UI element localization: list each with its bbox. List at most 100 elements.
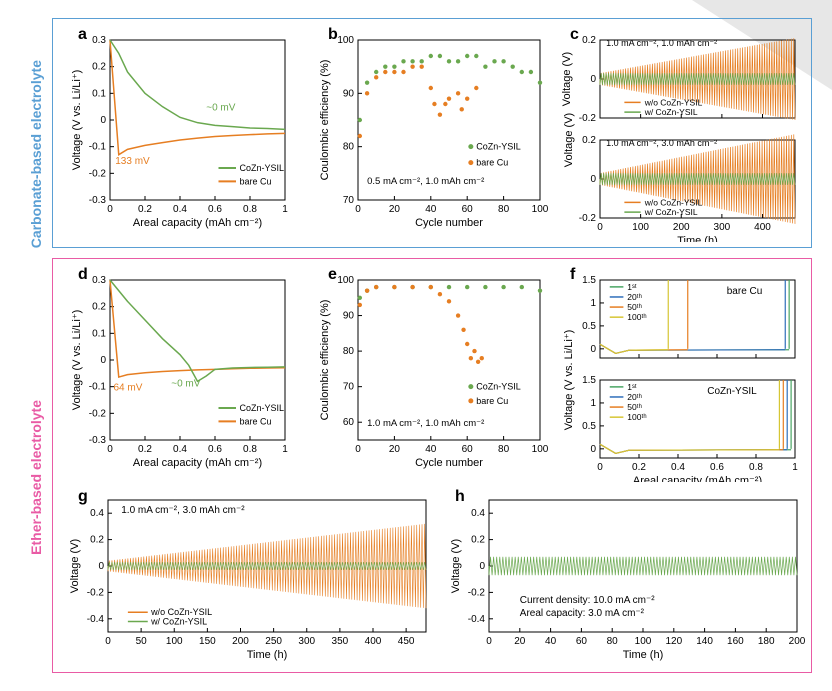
svg-text:200: 200 [673, 222, 690, 233]
svg-text:0: 0 [107, 444, 113, 455]
svg-text:300: 300 [714, 222, 731, 233]
svg-text:100: 100 [532, 444, 549, 455]
svg-text:0: 0 [100, 355, 106, 366]
panel-label-c: c [570, 26, 579, 44]
svg-text:100: 100 [337, 35, 354, 46]
chart-d-svg: 00.20.40.60.81-0.3-0.2-0.100.10.20.3Area… [60, 262, 300, 482]
svg-text:1: 1 [282, 204, 288, 215]
svg-text:Voltage (V): Voltage (V) [450, 539, 462, 593]
svg-text:w/ CoZn-YSIL: w/ CoZn-YSIL [644, 107, 698, 117]
svg-text:100: 100 [635, 636, 652, 647]
svg-text:0.4: 0.4 [471, 508, 485, 519]
chart-g: g 050100150200250300350400450-0.4-0.200.… [60, 486, 440, 670]
svg-text:0: 0 [597, 222, 603, 233]
svg-text:90: 90 [343, 88, 355, 99]
svg-text:40: 40 [425, 444, 437, 455]
svg-text:0: 0 [105, 636, 111, 647]
svg-text:Areal capacity (mAh cm⁻²): Areal capacity (mAh cm⁻²) [133, 457, 262, 469]
svg-text:-0.2: -0.2 [89, 168, 107, 179]
svg-text:100: 100 [166, 636, 183, 647]
svg-text:CoZn-YSIL: CoZn-YSIL [476, 142, 521, 152]
svg-text:400: 400 [365, 636, 382, 647]
panel-label-e: e [328, 266, 337, 284]
svg-text:-0.2: -0.2 [89, 408, 107, 419]
svg-text:0.6: 0.6 [208, 444, 222, 455]
svg-text:w/ CoZn-YSIL: w/ CoZn-YSIL [150, 616, 207, 626]
svg-text:20: 20 [389, 204, 401, 215]
svg-text:0: 0 [590, 174, 596, 185]
panel-label-f: f [570, 266, 575, 284]
panel-label-a: a [78, 26, 87, 44]
svg-text:20ᵗʰ: 20ᵗʰ [627, 292, 642, 302]
svg-text:0: 0 [355, 444, 361, 455]
svg-text:0: 0 [590, 344, 596, 355]
svg-text:-0.3: -0.3 [89, 195, 107, 206]
svg-text:~0 mV: ~0 mV [206, 103, 236, 114]
svg-text:1: 1 [590, 298, 596, 309]
svg-text:0.3: 0.3 [92, 275, 106, 286]
svg-text:1: 1 [792, 462, 798, 473]
svg-text:1.0 mA cm⁻², 1.0 mAh cm⁻²: 1.0 mA cm⁻², 1.0 mAh cm⁻² [606, 38, 717, 48]
svg-text:CoZn-YSIL: CoZn-YSIL [707, 386, 757, 397]
svg-text:100ᵗʰ: 100ᵗʰ [627, 412, 646, 422]
svg-text:0: 0 [590, 444, 596, 455]
svg-text:0.4: 0.4 [173, 204, 187, 215]
svg-text:180: 180 [758, 636, 775, 647]
svg-text:-0.1: -0.1 [89, 382, 107, 393]
svg-text:0: 0 [98, 561, 104, 572]
svg-text:Voltage (V vs. Li/Li⁺): Voltage (V vs. Li/Li⁺) [71, 70, 83, 171]
svg-text:0.2: 0.2 [582, 135, 596, 146]
svg-text:1.0 mA cm⁻², 3.0 mAh cm⁻²: 1.0 mA cm⁻², 3.0 mAh cm⁻² [121, 505, 245, 516]
svg-text:1ˢᵗ: 1ˢᵗ [627, 382, 637, 392]
svg-text:0.2: 0.2 [90, 535, 104, 546]
panel-label-h: h [455, 488, 465, 506]
chart-h: h 020406080100120140160180200-0.4-0.200.… [445, 486, 810, 670]
svg-text:Voltage (V vs. Li/Li⁺): Voltage (V vs. Li/Li⁺) [563, 330, 575, 431]
side-label-ether: Ether-based electrolyte [28, 400, 44, 555]
svg-text:20: 20 [514, 636, 526, 647]
svg-text:200: 200 [232, 636, 249, 647]
svg-text:bare Cu: bare Cu [240, 176, 272, 186]
svg-text:350: 350 [332, 636, 349, 647]
svg-text:100: 100 [532, 204, 549, 215]
chart-a-svg: 00.20.40.60.81-0.3-0.2-0.100.10.20.3Area… [60, 22, 300, 242]
chart-c-svg: -0.200.2Voltage (V)1.0 mA cm⁻², 1.0 mAh … [560, 22, 808, 242]
svg-text:100: 100 [632, 222, 649, 233]
svg-text:200: 200 [789, 636, 806, 647]
svg-text:100ᵗʰ: 100ᵗʰ [627, 312, 646, 322]
svg-text:0.4: 0.4 [90, 508, 104, 519]
svg-text:90: 90 [343, 311, 355, 322]
svg-text:-0.1: -0.1 [89, 142, 107, 153]
svg-text:140: 140 [696, 636, 713, 647]
svg-text:1ˢᵗ: 1ˢᵗ [627, 282, 637, 292]
side-label-carbonate: Carbonate-based electrolyte [28, 60, 44, 248]
svg-text:-0.4: -0.4 [87, 614, 105, 625]
svg-text:0: 0 [479, 561, 485, 572]
svg-text:Areal capacity (mAh cm⁻²): Areal capacity (mAh cm⁻²) [133, 217, 262, 229]
svg-text:0: 0 [100, 115, 106, 126]
svg-text:-0.2: -0.2 [468, 587, 486, 598]
svg-text:0.2: 0.2 [632, 462, 646, 473]
svg-text:Time (h): Time (h) [677, 235, 718, 242]
svg-text:0.2: 0.2 [92, 62, 106, 73]
svg-text:Areal capacity (mAh cm⁻²): Areal capacity (mAh cm⁻²) [633, 475, 762, 482]
svg-text:Voltage (V): Voltage (V) [69, 539, 81, 593]
chart-f-svg: 00.511.5bare Cu1ˢᵗ20ᵗʰ50ᵗʰ100ᵗʰ00.20.40.… [560, 262, 808, 482]
svg-text:1.0 mA cm⁻², 1.0 mAh cm⁻²: 1.0 mA cm⁻², 1.0 mAh cm⁻² [367, 418, 484, 429]
svg-text:Coulombic efficiency (%): Coulombic efficiency (%) [319, 300, 331, 421]
chart-h-svg: 020406080100120140160180200-0.4-0.200.20… [445, 486, 810, 670]
svg-text:120: 120 [665, 636, 682, 647]
chart-e: e 02040608010060708090100Cycle numberCou… [310, 262, 555, 482]
svg-text:0.5: 0.5 [582, 421, 596, 432]
svg-text:-0.2: -0.2 [579, 113, 597, 124]
chart-b-svg: 020406080100708090100Cycle numberCoulomb… [310, 22, 555, 242]
svg-text:0.8: 0.8 [243, 204, 257, 215]
chart-b: b 020406080100708090100Cycle numberCoulo… [310, 22, 555, 242]
svg-text:0: 0 [486, 636, 492, 647]
svg-text:CoZn-YSIL: CoZn-YSIL [240, 163, 285, 173]
svg-text:64 mV: 64 mV [114, 383, 143, 394]
svg-text:40: 40 [425, 204, 437, 215]
svg-text:80: 80 [498, 204, 510, 215]
svg-text:0.1: 0.1 [92, 88, 106, 99]
chart-c: c -0.200.2Voltage (V)1.0 mA cm⁻², 1.0 mA… [560, 22, 808, 242]
